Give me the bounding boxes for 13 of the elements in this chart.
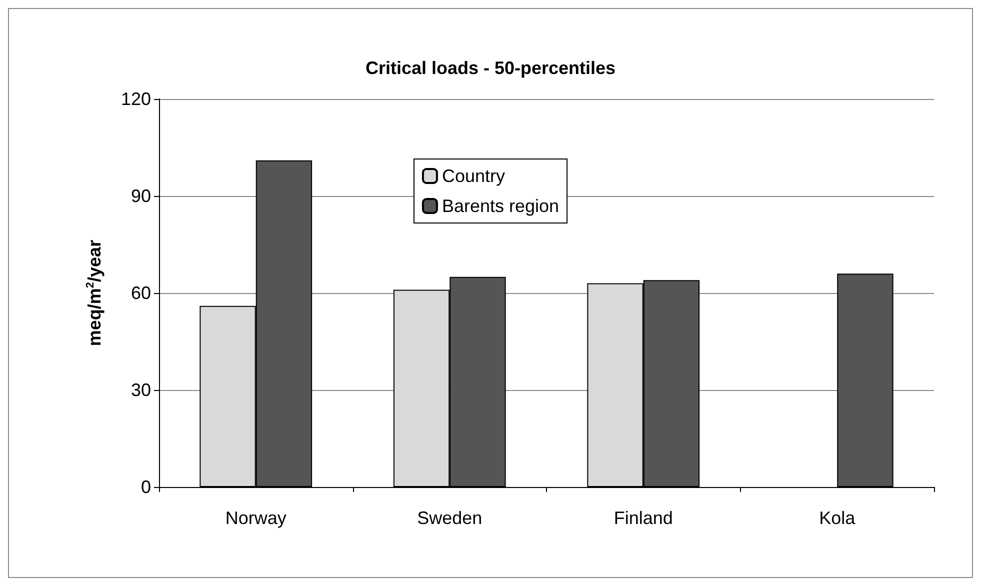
x-tick-label: Sweden [417, 508, 482, 528]
y-tick-label: 90 [130, 186, 151, 206]
chart-title: Critical loads - 50-percentiles [365, 58, 616, 78]
y-tick-label: 120 [120, 89, 151, 109]
y-tick-label: 60 [130, 283, 151, 303]
legend-label: Country [442, 166, 505, 186]
x-tick-label: Finland [614, 508, 673, 528]
y-tick-label: 0 [140, 477, 151, 497]
x-tick-label: Kola [819, 508, 856, 528]
y-axis-title: meq/m2/year [84, 240, 104, 346]
y-tick-label: 30 [130, 380, 151, 400]
x-tick-label: Norway [225, 508, 286, 528]
legend-label: Barents region [442, 196, 560, 216]
